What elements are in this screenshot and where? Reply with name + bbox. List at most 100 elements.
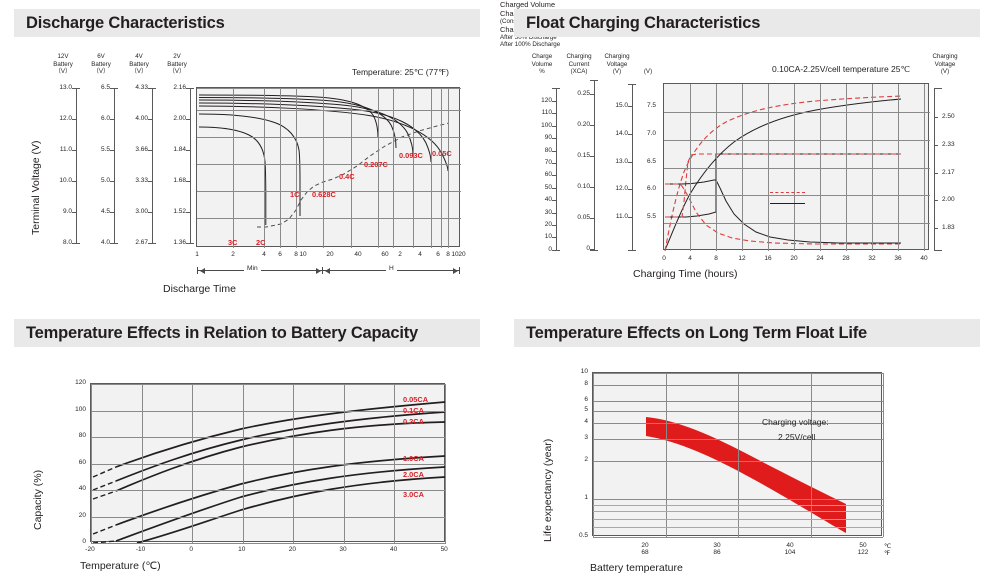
x-axis-title: Battery temperature xyxy=(590,562,683,574)
float-right-axis-cap-bottom xyxy=(934,250,942,251)
curve-label-10ca: 1.0CA xyxy=(403,454,424,463)
gridline-horizontal xyxy=(197,164,461,165)
float-annotation: 0.10CA-2.25V/cell temperature 25℃ xyxy=(772,64,911,74)
voltage-tick-label: 6.5 xyxy=(100,84,110,91)
legend-label-100-discharge: After 100% Discharge xyxy=(500,41,561,48)
gridline-vertical xyxy=(690,84,691,251)
floatlife-y-tick-label: 5 xyxy=(584,405,588,413)
y-axis-title: Capacity (%) xyxy=(32,469,44,530)
voltage-tick-label: 12.0 xyxy=(59,115,72,122)
float-tick-label: 80 xyxy=(544,146,552,154)
gridline-vertical xyxy=(794,84,795,251)
gridline-horizontal xyxy=(664,195,930,196)
capacity-y-tick-label: 40 xyxy=(78,485,86,492)
gridline-horizontal xyxy=(593,438,883,440)
floatlife-x-tick-fahrenheit: 86 xyxy=(713,549,721,556)
float-tick-label: 20 xyxy=(544,221,552,228)
voltage-axis-cap-top xyxy=(148,88,156,89)
axis-group-header-4v: 4V Battery （V） xyxy=(129,53,149,76)
discharge-x-tick-label: 20 xyxy=(326,251,334,258)
voltage-axis-line xyxy=(76,88,77,243)
capacity-x-tick-label: 10 xyxy=(238,546,246,553)
float-x-tick-label: 36 xyxy=(894,255,902,262)
panel-title-bar: Temperature Effects in Relation to Batte… xyxy=(14,319,480,347)
legend-swatch-100-discharge xyxy=(770,203,805,204)
gridline-vertical xyxy=(264,88,265,248)
scale-label-min: Min xyxy=(244,265,261,272)
voltage-axis-tick xyxy=(110,150,114,151)
gridline-horizontal xyxy=(197,110,461,111)
float-tick-label: 0 xyxy=(586,245,590,252)
float-axis-tick xyxy=(552,125,556,127)
float-x-tick-label: 0 xyxy=(662,255,666,262)
scale-arrow-h-left xyxy=(325,267,330,274)
gridline-vertical xyxy=(768,84,769,251)
float-x-tick-label: 12 xyxy=(738,255,746,262)
gridline-vertical xyxy=(666,373,667,537)
gridline-vertical xyxy=(742,84,743,251)
gridline-vertical xyxy=(441,88,442,248)
float-x-tick-label: 8 xyxy=(714,255,718,262)
float-tick-label: 5.5 xyxy=(646,213,656,221)
legend-label-50-discharge: After 50% Discharge xyxy=(500,34,557,41)
panel-float-charging: Float Charging Characteristics Charge Vo… xyxy=(500,0,1000,310)
capacity-y-tick-label: 0 xyxy=(82,538,86,545)
voltage-axis-cap-top xyxy=(110,88,118,89)
discharge-x-tick-label: 10 xyxy=(451,251,459,258)
float-axis-line xyxy=(556,88,557,250)
curve-label-2c: 2C xyxy=(256,238,266,247)
float-tick-label: 40 xyxy=(544,196,552,204)
floatlife-y-tick-label: 4 xyxy=(584,418,588,426)
gridline-horizontal xyxy=(197,137,461,138)
capacity-plot-area xyxy=(90,383,446,544)
float-right-axis-tick xyxy=(934,117,938,118)
curve-label-0207c: 0.207C xyxy=(364,160,388,169)
float-axis-tick xyxy=(552,249,556,251)
scale-cap-mid xyxy=(322,267,323,274)
voltage-tick-label: 5.5 xyxy=(100,146,110,153)
floatlife-x-tick-fahrenheit: 122 xyxy=(857,549,869,556)
floatlife-y-tick-label: 0.5 xyxy=(578,532,588,539)
voltage-tick-label: 1.84 xyxy=(173,146,186,153)
scale-label-hour: H xyxy=(386,265,397,272)
voltage-axis-cap-top xyxy=(72,88,80,89)
float-tick-label: 110 xyxy=(541,109,552,117)
float-axis-line xyxy=(632,84,633,250)
gridline-horizontal xyxy=(664,140,930,141)
float-right-axis-cap-top xyxy=(934,88,942,89)
gridline-vertical xyxy=(393,88,394,248)
curve-label-0093c: 0.093C xyxy=(399,151,423,160)
gridline-horizontal xyxy=(91,437,446,438)
gridline-vertical xyxy=(233,88,234,248)
discharge-x-tick-label: 4 xyxy=(418,251,422,258)
gridline-horizontal xyxy=(91,384,446,385)
curve-label-30ca: 3.0CA xyxy=(403,490,424,499)
voltage-tick-label: 2.16 xyxy=(173,84,186,91)
float-axis-tick xyxy=(552,113,556,115)
float-tick-label: 0.10 xyxy=(577,183,590,190)
float-tick-label: 14.0 xyxy=(615,129,628,137)
float-axis-tick xyxy=(590,156,594,157)
curve-label-1c: 1C xyxy=(290,190,300,199)
discharge-x-tick-label: 4 xyxy=(262,251,266,258)
axis-group-header-6v: 6V Battery （V） xyxy=(91,53,111,76)
gridline-vertical xyxy=(593,373,594,537)
float-axis-tick xyxy=(552,237,556,239)
discharge-x-tick-label: 1 xyxy=(195,251,199,258)
floatlife-y-tick-label: 8 xyxy=(584,380,588,388)
capacity-x-tick-label: 20 xyxy=(288,546,296,553)
curve-label-01ca: 0.1CA xyxy=(403,406,424,415)
axis-group-header-12v: 12V Battery （V） xyxy=(53,53,73,76)
voltage-axis-tick xyxy=(186,88,190,89)
gridline-vertical xyxy=(872,84,873,251)
float-tick-label: 100 xyxy=(541,121,552,129)
panel-title-bar: Temperature Effects on Long Term Float L… xyxy=(514,319,980,347)
voltage-tick-label: 5.0 xyxy=(100,177,110,184)
floatlife-y-tick-label: 1 xyxy=(584,494,588,502)
curve-label-005ca: 0.05CA xyxy=(403,395,429,404)
gridline-vertical xyxy=(413,88,414,248)
float-tick-label: 0.20 xyxy=(577,121,590,128)
discharge-x-tick-label: 40 xyxy=(354,251,362,258)
voltage-axis-tick xyxy=(186,243,190,244)
voltage-tick-label: 10.0 xyxy=(59,177,72,184)
